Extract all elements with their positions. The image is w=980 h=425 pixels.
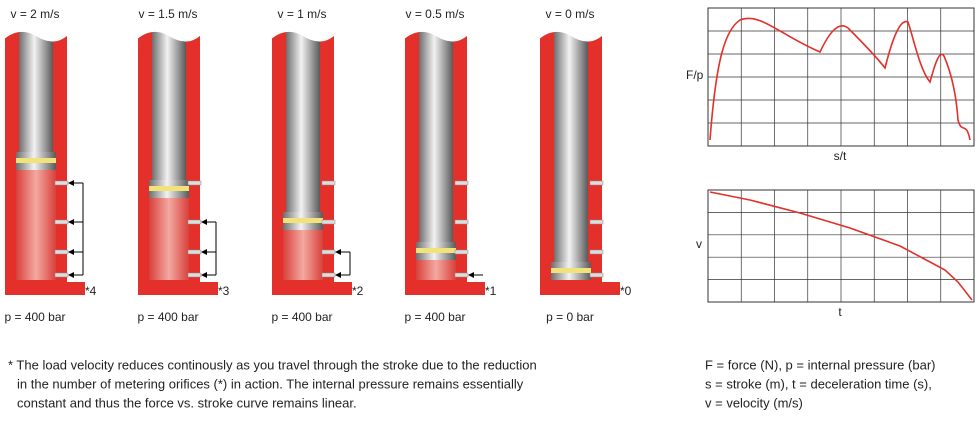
- orifice: [589, 180, 604, 186]
- pressure-label: p = 400 bar: [271, 310, 332, 324]
- y-label: v: [696, 237, 702, 251]
- grid: [708, 8, 974, 146]
- orifice: [321, 272, 336, 278]
- pressure-label: p = 0 bar: [546, 310, 594, 324]
- oil-chamber: [16, 166, 56, 280]
- cylinder-base: [138, 282, 218, 295]
- orifice: [454, 219, 469, 225]
- footnote-line: * The load velocity reduces continously …: [8, 357, 537, 372]
- velocity-curve: [709, 191, 973, 301]
- orifice: [187, 272, 202, 278]
- piston-seal: [551, 268, 591, 273]
- orifice: [321, 180, 336, 186]
- orifice: [589, 249, 604, 255]
- piston-seal: [16, 158, 56, 163]
- piston-seal: [416, 248, 456, 253]
- cylinder: v = 0.5 m/s *1 p = 400 bar: [403, 7, 497, 324]
- velocity-label: v = 1.5 m/s: [138, 7, 197, 21]
- footnote-line: in the number of metering orifices (*) i…: [17, 376, 524, 391]
- orifice: [321, 219, 336, 225]
- velocity-label: v = 0.5 m/s: [405, 7, 464, 21]
- cylinders: v = 2 m/s *4 p = 400 bar v = 1.5 m/s *3 p = 4…: [3, 7, 632, 324]
- orifice: [187, 219, 202, 225]
- rod: [286, 30, 320, 212]
- cylinder: v = 0 m/s *0 p = 0 bar: [538, 7, 632, 324]
- cylinder-base: [5, 282, 85, 295]
- velocity-label: v = 1 m/s: [277, 7, 326, 21]
- piston-seal: [149, 186, 189, 191]
- orifice-label: *3: [218, 284, 230, 298]
- velocity-label: v = 2 m/s: [10, 7, 59, 21]
- orifice: [589, 219, 604, 225]
- cylinder: v = 1.5 m/s *3 p = 400 bar: [136, 7, 230, 324]
- oil-chamber: [149, 194, 189, 280]
- force-curve: [709, 17, 971, 141]
- legend-line: s = stroke (m), t = deceleration time (s…: [705, 376, 932, 391]
- orifice: [589, 272, 604, 278]
- cylinder-base: [272, 282, 352, 295]
- orifice-label: *2: [352, 284, 364, 298]
- pressure-label: p = 400 bar: [137, 310, 198, 324]
- velocity-graph: [707, 189, 975, 303]
- rod: [419, 30, 453, 242]
- cut-edge: [3, 22, 69, 42]
- x-label: s/t: [834, 149, 847, 163]
- y-label: F/p: [686, 68, 704, 82]
- footnote-line: constant and thus the force vs. stroke c…: [17, 395, 357, 410]
- legend-line: F = force (N), p = internal pressure (ba…: [705, 357, 935, 372]
- grid: [708, 190, 974, 302]
- orifice-label: *0: [620, 284, 632, 298]
- x-label: t: [838, 305, 842, 319]
- cylinder-base: [540, 282, 620, 295]
- cylinder: v = 1 m/s *2 p = 400 bar: [270, 7, 364, 324]
- orifice: [321, 249, 336, 255]
- orifice: [454, 180, 469, 186]
- orifice: [54, 272, 69, 278]
- cut-edge: [403, 22, 469, 42]
- orifice: [54, 219, 69, 225]
- pressure-label: p = 400 bar: [404, 310, 465, 324]
- force-graph: [707, 7, 975, 147]
- cylinder: v = 2 m/s *4 p = 400 bar: [3, 7, 97, 324]
- rod: [152, 30, 186, 180]
- cylinder-base: [405, 282, 485, 295]
- orifice: [187, 180, 202, 186]
- piston-seal: [283, 218, 323, 223]
- orifice: [454, 249, 469, 255]
- orifice: [187, 249, 202, 255]
- oil-chamber: [283, 226, 323, 280]
- pressure-label: p = 400 bar: [4, 310, 65, 324]
- cut-edge: [270, 22, 336, 42]
- orifice-label: *1: [485, 284, 497, 298]
- rod: [554, 30, 588, 262]
- rod: [19, 30, 53, 152]
- cut-edge: [538, 22, 604, 42]
- orifice-label: *4: [85, 284, 97, 298]
- legend-line: v = velocity (m/s): [705, 395, 803, 410]
- orifice: [54, 249, 69, 255]
- orifice: [454, 272, 469, 278]
- velocity-label: v = 0 m/s: [545, 7, 594, 21]
- orifice: [54, 180, 69, 186]
- cut-edge: [136, 22, 202, 42]
